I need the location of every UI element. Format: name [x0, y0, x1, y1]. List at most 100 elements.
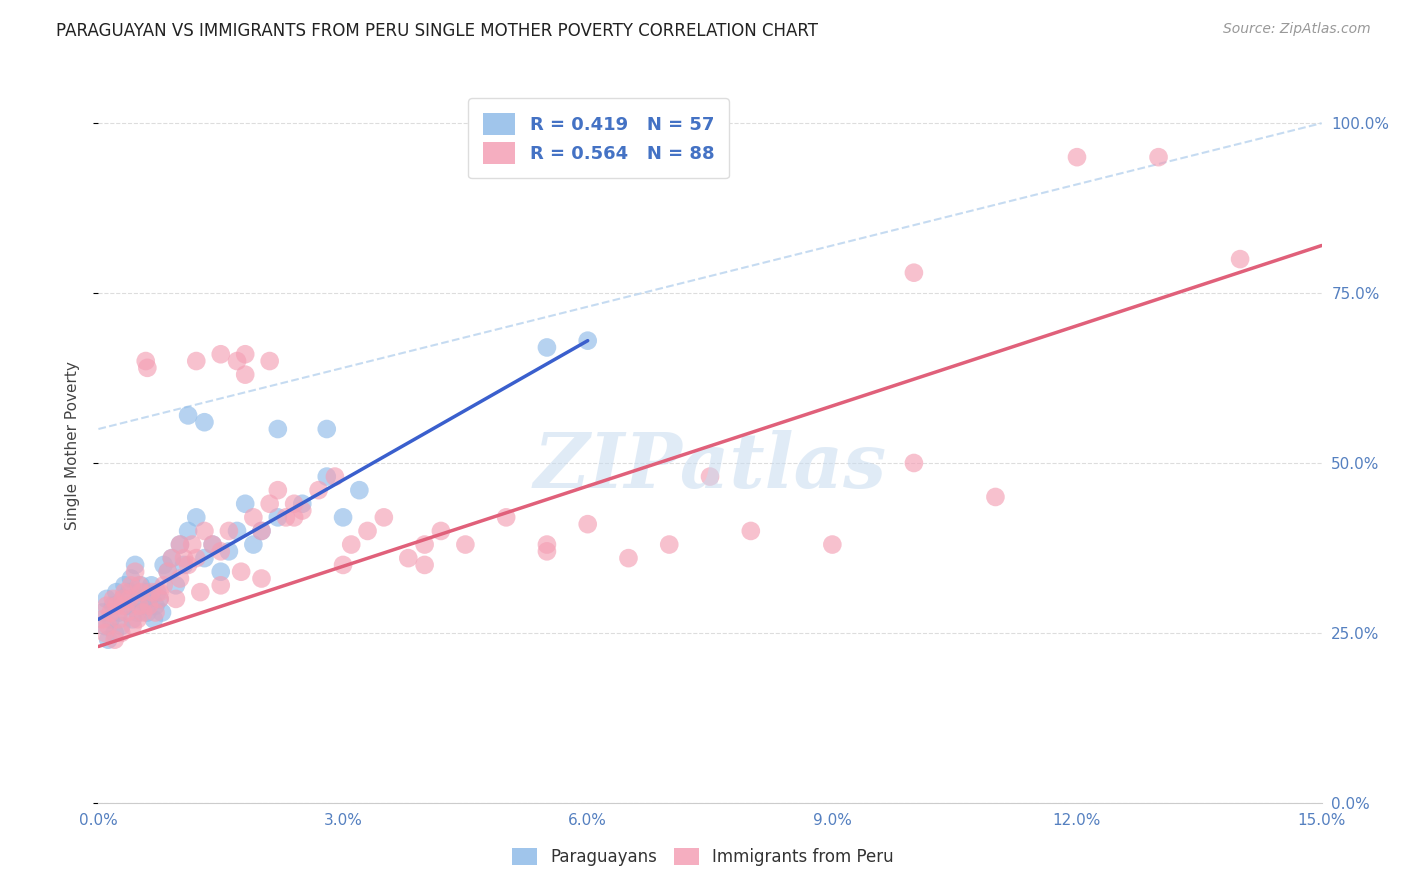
- Point: [127, 612, 149, 626]
- Point: [349, 483, 371, 498]
- Point: [356, 524, 378, 538]
- Point: [209, 544, 232, 558]
- Point: [188, 585, 212, 599]
- Point: [169, 537, 191, 551]
- Point: [332, 510, 354, 524]
- Point: [209, 578, 232, 592]
- Point: [173, 558, 195, 572]
- Y-axis label: Single Mother Poverty: Single Mother Poverty: [65, 361, 80, 531]
- Point: [193, 551, 215, 566]
- Point: [186, 551, 208, 566]
- Point: [250, 572, 273, 586]
- Point: [115, 599, 138, 613]
- Point: [413, 558, 436, 572]
- Point: [120, 578, 142, 592]
- Point: [193, 524, 215, 538]
- Point: [104, 626, 127, 640]
- Point: [242, 510, 264, 524]
- Point: [118, 585, 141, 599]
- Point: [110, 626, 132, 640]
- Point: [821, 537, 844, 551]
- Point: [118, 591, 141, 606]
- Point: [100, 606, 122, 620]
- Point: [740, 524, 762, 538]
- Point: [156, 565, 179, 579]
- Point: [124, 565, 146, 579]
- Point: [127, 606, 149, 620]
- Point: [259, 354, 281, 368]
- Point: [291, 497, 314, 511]
- Point: [373, 510, 395, 524]
- Legend: Paraguayans, Immigrants from Peru: Paraguayans, Immigrants from Peru: [503, 840, 903, 875]
- Point: [242, 537, 264, 551]
- Point: [138, 599, 160, 613]
- Point: [149, 591, 172, 606]
- Point: [209, 347, 232, 361]
- Point: [315, 469, 337, 483]
- Point: [218, 544, 240, 558]
- Point: [658, 537, 681, 551]
- Point: [576, 334, 599, 348]
- Point: [91, 612, 114, 626]
- Point: [104, 632, 127, 647]
- Point: [315, 422, 337, 436]
- Point: [108, 606, 131, 620]
- Point: [100, 612, 122, 626]
- Point: [536, 537, 558, 551]
- Point: [233, 347, 256, 361]
- Point: [114, 578, 136, 592]
- Point: [984, 490, 1007, 504]
- Point: [218, 524, 240, 538]
- Point: [233, 368, 256, 382]
- Point: [150, 606, 173, 620]
- Point: [121, 612, 143, 626]
- Point: [332, 558, 354, 572]
- Point: [699, 469, 721, 483]
- Point: [152, 578, 174, 592]
- Point: [536, 544, 558, 558]
- Point: [291, 503, 314, 517]
- Point: [124, 558, 146, 572]
- Point: [138, 591, 160, 606]
- Point: [259, 497, 281, 511]
- Point: [135, 585, 157, 599]
- Point: [142, 612, 165, 626]
- Point: [156, 565, 179, 579]
- Point: [186, 354, 208, 368]
- Point: [231, 565, 253, 579]
- Point: [110, 619, 132, 633]
- Text: Source: ZipAtlas.com: Source: ZipAtlas.com: [1223, 22, 1371, 37]
- Point: [181, 537, 204, 551]
- Point: [617, 551, 640, 566]
- Point: [141, 585, 163, 599]
- Point: [267, 483, 290, 498]
- Point: [132, 606, 155, 620]
- Point: [152, 558, 174, 572]
- Point: [193, 415, 215, 429]
- Point: [111, 591, 134, 606]
- Point: [250, 524, 273, 538]
- Point: [177, 409, 200, 423]
- Point: [97, 619, 120, 633]
- Legend: R = 0.419   N = 57, R = 0.564   N = 88: R = 0.419 N = 57, R = 0.564 N = 88: [468, 98, 728, 178]
- Point: [101, 591, 124, 606]
- Point: [94, 619, 117, 633]
- Point: [91, 606, 114, 620]
- Point: [132, 599, 155, 613]
- Point: [165, 578, 187, 592]
- Point: [576, 517, 599, 532]
- Point: [94, 626, 117, 640]
- Point: [128, 599, 150, 613]
- Point: [283, 510, 305, 524]
- Point: [177, 524, 200, 538]
- Point: [129, 578, 152, 592]
- Point: [120, 572, 142, 586]
- Point: [267, 510, 290, 524]
- Point: [108, 612, 131, 626]
- Point: [136, 360, 159, 375]
- Point: [308, 483, 330, 498]
- Point: [105, 585, 128, 599]
- Point: [396, 551, 419, 566]
- Point: [536, 341, 558, 355]
- Point: [903, 456, 925, 470]
